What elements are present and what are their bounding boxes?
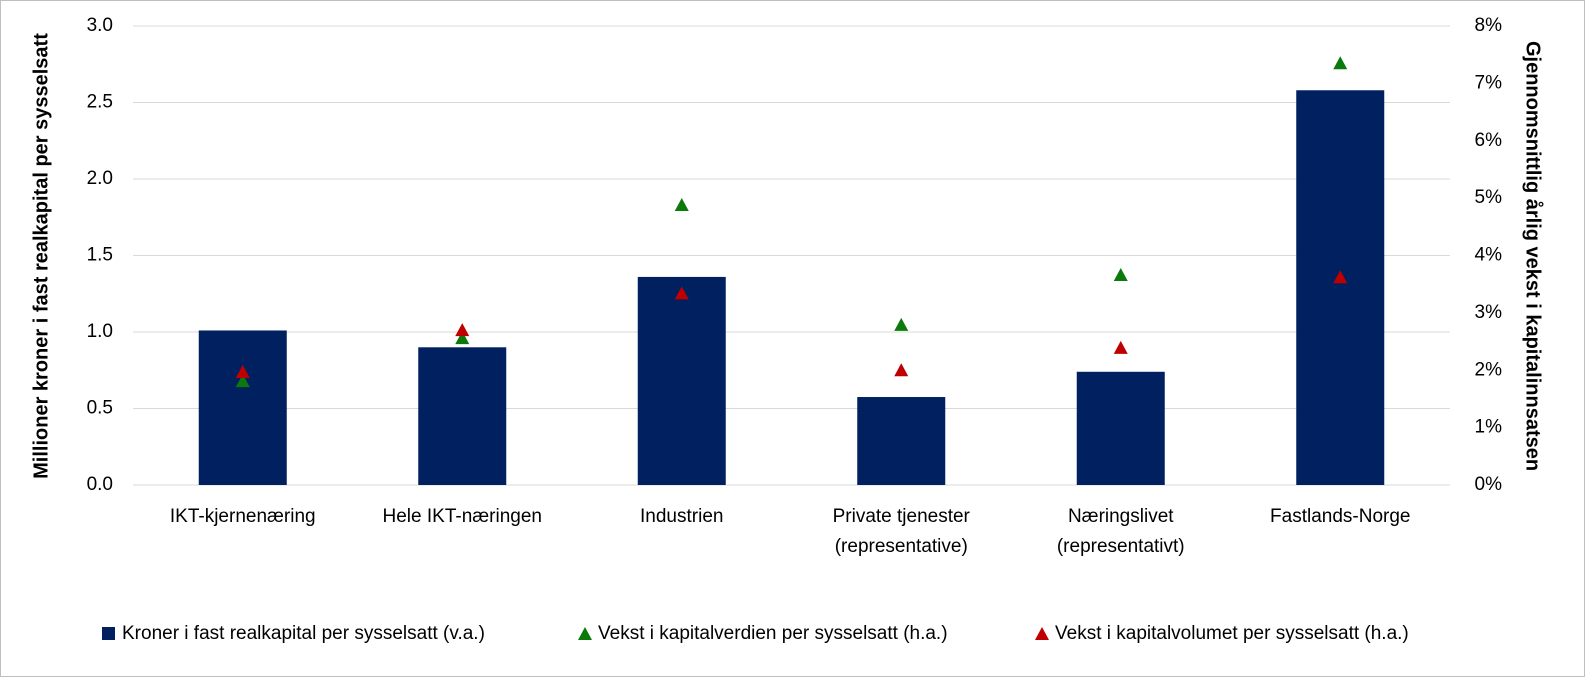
y2-tick-label: 7% — [1475, 72, 1503, 93]
legend-label: Vekst i kapitalverdien per sysselsatt (h… — [598, 623, 948, 644]
legend-swatch — [102, 627, 115, 640]
triangle-marker — [1113, 268, 1128, 282]
y2-tick-label: 0% — [1475, 474, 1503, 495]
bar — [637, 276, 726, 485]
y-axis-title: Millioner kroner i fast realkapital per … — [30, 33, 52, 479]
y2-tick-label: 3% — [1475, 302, 1503, 323]
y2-tick-label: 5% — [1475, 187, 1503, 208]
x-tick-label: Næringslivet — [1068, 506, 1174, 527]
legend-label: Vekst i kapitalvolumet per sysselsatt (h… — [1055, 623, 1409, 644]
bar — [198, 330, 287, 485]
legend-label: Kroner i fast realkapital per sysselsatt… — [122, 623, 485, 644]
bar — [857, 397, 946, 485]
y2-tick-label: 8% — [1475, 15, 1503, 36]
x-tick-label: Industrien — [640, 506, 723, 527]
y-tick-label: 2.5 — [87, 92, 113, 113]
y-tick-label: 0.5 — [87, 398, 113, 419]
x-tick-label: IKT-kjernenæring — [170, 506, 316, 527]
y-tick-label: 2.0 — [87, 168, 113, 189]
bar — [1076, 371, 1165, 485]
x-tick-label: Fastlands-Norge — [1270, 506, 1410, 527]
y-tick-label: 3.0 — [87, 15, 113, 36]
triangle-marker — [455, 323, 470, 337]
y-tick-label: 0.0 — [87, 474, 113, 495]
y2-tick-label: 1% — [1475, 417, 1503, 438]
bar — [418, 347, 507, 485]
legend-swatch — [1035, 627, 1049, 640]
triangle-marker — [235, 364, 250, 378]
x-tick-label: (representativt) — [1057, 536, 1185, 557]
y-tick-label: 1.0 — [87, 321, 113, 342]
triangle-marker — [1333, 270, 1348, 284]
legend-swatch — [578, 627, 592, 640]
y2-axis-title: Gjennomsnittlig årlig vekst i kapitalinn… — [1522, 41, 1545, 471]
y2-tick-label: 2% — [1475, 359, 1503, 380]
y2-tick-label: 6% — [1475, 130, 1503, 151]
bar — [1296, 90, 1385, 485]
triangle-marker — [674, 198, 689, 212]
triangle-marker — [1333, 56, 1348, 70]
triangle-marker — [455, 331, 470, 345]
x-tick-label: Hele IKT-næringen — [383, 506, 542, 527]
triangle-marker — [235, 374, 250, 388]
triangle-marker — [894, 363, 909, 377]
x-tick-label: (representative) — [835, 536, 968, 557]
triangle-marker — [894, 317, 909, 331]
y-tick-label: 1.5 — [87, 245, 113, 266]
x-tick-label: Private tjenester — [833, 506, 971, 527]
y2-tick-label: 4% — [1475, 245, 1503, 266]
triangle-marker — [674, 286, 689, 300]
triangle-marker — [1113, 340, 1128, 354]
